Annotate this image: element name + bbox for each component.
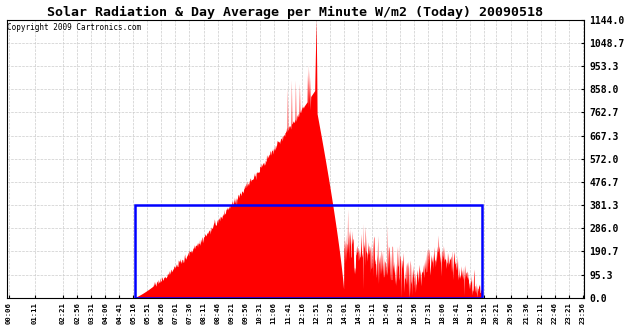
Bar [135, 205, 482, 298]
Title: Solar Radiation & Day Average per Minute W/m2 (Today) 20090518: Solar Radiation & Day Average per Minute… [47, 6, 544, 18]
Text: Copyright 2009 Cartronics.com: Copyright 2009 Cartronics.com [7, 22, 141, 32]
